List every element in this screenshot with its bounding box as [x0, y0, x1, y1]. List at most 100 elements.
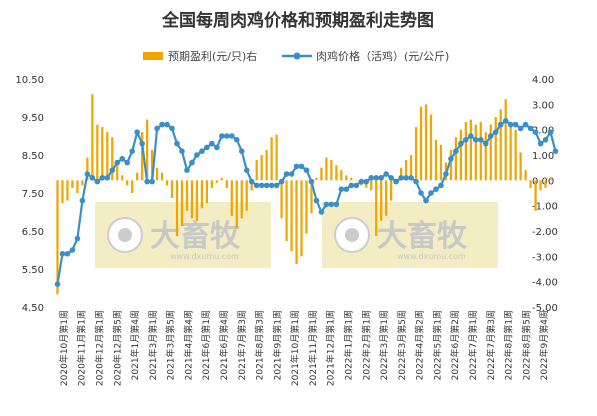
profit-bar [419, 106, 423, 181]
profit-bar [539, 180, 542, 191]
profit-bar [155, 167, 159, 181]
price-point [398, 175, 404, 181]
price-point [84, 171, 91, 177]
profit-bar [355, 180, 358, 181]
profit-bar [76, 180, 79, 193]
price-point [59, 251, 66, 257]
price-point [174, 140, 180, 147]
profit-bar [96, 124, 99, 181]
price-point [288, 171, 295, 177]
legend-line-label: 肉鸡价格（活鸡）(元/公斤) [316, 49, 449, 63]
profit-bar [190, 180, 194, 219]
price-point [74, 235, 81, 242]
price-point [552, 148, 559, 154]
profit-bar [146, 119, 149, 181]
profit-bar [111, 137, 114, 181]
price-point [273, 182, 280, 189]
profit-bar [459, 129, 462, 181]
price-point [268, 182, 275, 189]
x-tick-label: 2022年7月第3周 [485, 310, 497, 380]
profit-bars [56, 94, 552, 295]
price-point [527, 125, 534, 132]
profit-bar [514, 129, 517, 181]
price-point [323, 201, 330, 208]
profit-bar [504, 99, 507, 181]
profit-bar [265, 149, 268, 181]
price-point [184, 167, 190, 173]
legend-line-marker [293, 52, 301, 60]
profit-bar [464, 122, 467, 181]
price-point [532, 129, 539, 135]
left-tick-label: 10.50 [15, 75, 44, 86]
profit-bar [101, 127, 104, 181]
profit-bar [141, 132, 144, 181]
x-tick-label: 2021年6月第4周 [218, 310, 230, 380]
price-point [124, 159, 131, 166]
price-point [134, 129, 140, 135]
profit-bar [121, 175, 124, 181]
left-tick-label: 9.50 [22, 113, 44, 124]
x-tick-label: 2020年10月第1周 [58, 310, 70, 386]
price-point [517, 125, 524, 132]
right-axis: -5.00 -4.00 -3.00 -2.00 -1.00 0.00 1.00 2.00 3.0… [532, 75, 558, 314]
price-point [537, 140, 544, 147]
price-point [199, 148, 205, 154]
x-tick-label: 2022年3月第5周 [396, 310, 408, 380]
profit-bar [106, 132, 109, 181]
price-point [99, 175, 106, 181]
x-tick-label: 2022年5月第1周 [431, 310, 443, 380]
profit-bar [200, 180, 204, 209]
profit-bar [385, 180, 388, 216]
profit-bar [270, 137, 273, 181]
price-point [438, 182, 444, 189]
price-point [313, 197, 320, 204]
price-point [149, 178, 155, 185]
price-point [373, 175, 380, 181]
price-point [243, 167, 250, 173]
price-point [328, 201, 335, 208]
profit-bar [429, 114, 433, 181]
legend-bar-label: 预期盈利(元/只)右 [168, 49, 257, 63]
profit-bar [434, 139, 438, 181]
x-tick-label: 2021年8月第3周 [254, 310, 266, 380]
left-tick-label: 8.50 [22, 151, 44, 162]
price-point [368, 175, 375, 181]
price-point [423, 197, 429, 204]
x-tick-label: 2021年4月第4周 [182, 310, 194, 380]
x-tick-label: 2021年12月第1周 [325, 310, 337, 386]
profit-bar [414, 127, 418, 181]
profit-bar [71, 180, 74, 188]
profit-bar [215, 180, 218, 183]
price-point [179, 148, 185, 154]
price-point [283, 171, 290, 177]
profit-bar [136, 172, 139, 181]
profit-bar [370, 180, 373, 191]
x-tick-label: 2022年4月第2周 [414, 310, 426, 380]
profit-bar [409, 155, 413, 181]
x-tick-label: 2022年9月第4周 [538, 310, 550, 380]
right-tick-label: 2.00 [532, 126, 554, 137]
price-point [194, 152, 200, 158]
price-point [448, 156, 454, 162]
profit-bar [350, 177, 353, 181]
profit-bar [61, 180, 64, 204]
price-point [542, 137, 549, 143]
left-tick-label: 4.50 [22, 303, 44, 314]
x-tick-label: 2020年12月第5周 [111, 310, 123, 386]
price-point [263, 182, 270, 189]
watermark-right: 大畜牧 www.dxumu.com [322, 202, 498, 268]
price-point [209, 140, 215, 147]
profit-bar [375, 180, 378, 237]
x-tick-label: 2022年8月第1周 [503, 310, 515, 380]
x-axis: 2020年10月第1周 2020年11月第1周 2020年12月第1周 2020年12… [58, 310, 550, 386]
price-point [463, 137, 469, 143]
price-point [482, 140, 489, 147]
profit-bar [499, 109, 502, 181]
price-point [224, 133, 230, 139]
price-point [333, 201, 340, 208]
profit-bar [449, 149, 453, 181]
price-point [318, 209, 325, 215]
price-point [502, 118, 509, 124]
price-point [413, 178, 419, 185]
legend: 预期盈利(元/只)右 肉鸡价格（活鸡）(元/公斤) [143, 49, 449, 63]
